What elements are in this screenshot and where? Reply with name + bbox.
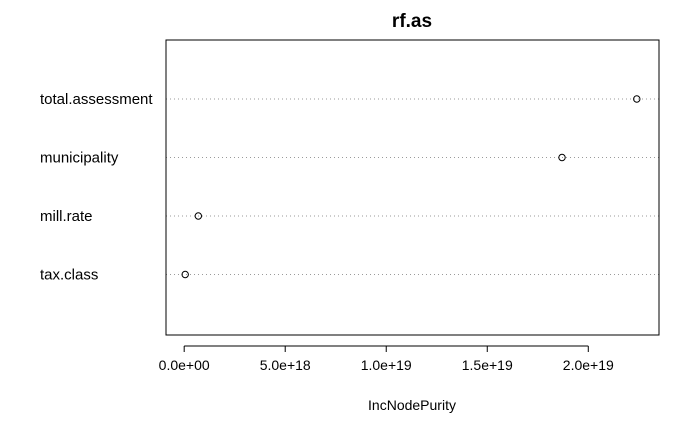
x-tick-label: 0.0e+00: [159, 357, 210, 373]
category-label-municipality: municipality: [40, 150, 119, 167]
point-mill-rate: [194, 212, 203, 220]
point-total-assessment: [633, 95, 641, 103]
x-tick-label: 1.0e+19: [361, 357, 412, 373]
gridlines: [166, 98, 659, 275]
category-label-tax-class: tax.class: [40, 267, 98, 284]
chart-title: rf.as: [392, 11, 432, 32]
x-tick-label: 1.5e+19: [462, 357, 513, 373]
category-labels: total.assessment municipality mill.rate tax…: [40, 91, 153, 284]
category-label-mill-rate: mill.rate: [40, 208, 93, 225]
x-tick-label: 5.0e+18: [260, 357, 311, 373]
category-label-total-assessment: total.assessment: [40, 91, 153, 108]
x-axis-label: IncNodePurity: [368, 397, 456, 413]
x-axis: 0.0e+00 5.0e+18 1.0e+19 1.5e+19 2.0e+19: [159, 345, 614, 373]
point-tax-class: [181, 270, 189, 279]
x-tick-label: 2.0e+19: [563, 357, 614, 373]
point-municipality: [558, 153, 566, 162]
data-points: [181, 95, 641, 279]
plot-frame: [165, 39, 660, 336]
